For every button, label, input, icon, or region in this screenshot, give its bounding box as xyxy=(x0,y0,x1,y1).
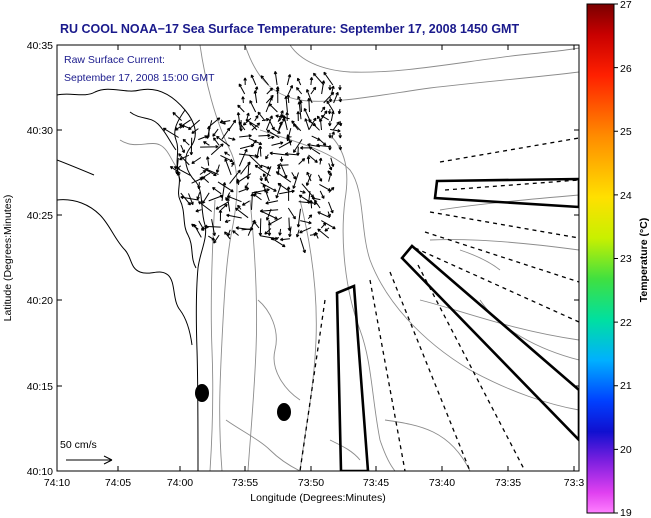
x-tick-label: 74:05 xyxy=(105,477,131,489)
colorbar-tick-label: 19 xyxy=(620,507,632,518)
x-axis-label: Longitude (Degrees:Minutes) xyxy=(250,492,385,504)
tick-marks xyxy=(56,44,579,472)
surface-current-vectors xyxy=(162,71,343,254)
buoy-marker xyxy=(195,384,209,402)
plot-frame xyxy=(56,44,580,472)
x-tick-label: 73:35 xyxy=(495,477,521,489)
y-tick-label: 40:25 xyxy=(27,210,53,222)
y-tick-labels: 40:35 40:30 40:25 40:20 40:15 40:10 xyxy=(27,40,53,478)
legend-line-2: September 17, 2008 15:00 GMT xyxy=(64,72,215,84)
colorbar-tick-label: 26 xyxy=(620,63,632,75)
buoy-marker xyxy=(277,403,291,421)
x-tick-label: 73:55 xyxy=(232,477,258,489)
y-tick-label: 40:35 xyxy=(27,40,53,52)
y-tick-label: 40:10 xyxy=(27,466,53,478)
scale-label: 50 cm/s xyxy=(60,439,97,451)
colorbar-tick-label: 22 xyxy=(620,317,632,329)
x-tick-label: 74:00 xyxy=(167,477,193,489)
x-tick-label: 73:40 xyxy=(429,477,455,489)
x-tick-label: 74:10 xyxy=(44,477,70,489)
coastline xyxy=(57,88,207,471)
colorbar-tick-label: 27 xyxy=(620,0,632,11)
x-tick-label: 73:50 xyxy=(298,477,324,489)
colorbar-tick-label: 21 xyxy=(620,380,632,392)
colorbar xyxy=(586,3,615,514)
scale-arrow xyxy=(66,455,113,465)
figure-title: RU COOL NOAA−17 Sea Surface Temperature:… xyxy=(60,22,519,36)
colorbar-tick-label: 25 xyxy=(620,126,632,138)
x-tick-label: 73:45 xyxy=(363,477,389,489)
dashed-sector-lines xyxy=(299,137,579,471)
x-tick-labels: 74:10 74:05 74:00 73:55 73:50 73:45 73:4… xyxy=(44,477,585,489)
zone-outlines xyxy=(335,177,579,471)
colorbar-tick-label: 23 xyxy=(620,253,632,265)
y-axis-label: Latitude (Degrees:Minutes) xyxy=(2,195,14,322)
y-tick-label: 40:20 xyxy=(27,295,53,307)
colorbar-tick-label: 24 xyxy=(620,190,632,202)
y-tick-label: 40:15 xyxy=(27,381,53,393)
colorbar-label: Temperature (°C) xyxy=(638,218,650,303)
legend-line-1: Raw Surface Current: xyxy=(64,54,165,66)
map-plot-area: Raw Surface Current: September 17, 2008 … xyxy=(57,45,579,471)
colorbar-tick-label: 20 xyxy=(620,444,632,456)
colorbar-tick-labels: 27 26 25 24 23 22 21 20 19 xyxy=(620,0,632,518)
colorbar-ticks xyxy=(614,3,618,514)
x-tick-label: 73:3 xyxy=(564,477,585,489)
y-tick-label: 40:30 xyxy=(27,125,53,137)
